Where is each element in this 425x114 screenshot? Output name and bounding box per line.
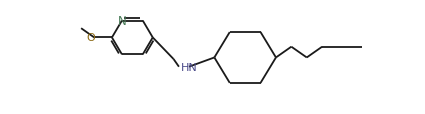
- Text: N: N: [118, 15, 126, 28]
- Text: O: O: [86, 33, 95, 43]
- Text: HN: HN: [181, 62, 197, 72]
